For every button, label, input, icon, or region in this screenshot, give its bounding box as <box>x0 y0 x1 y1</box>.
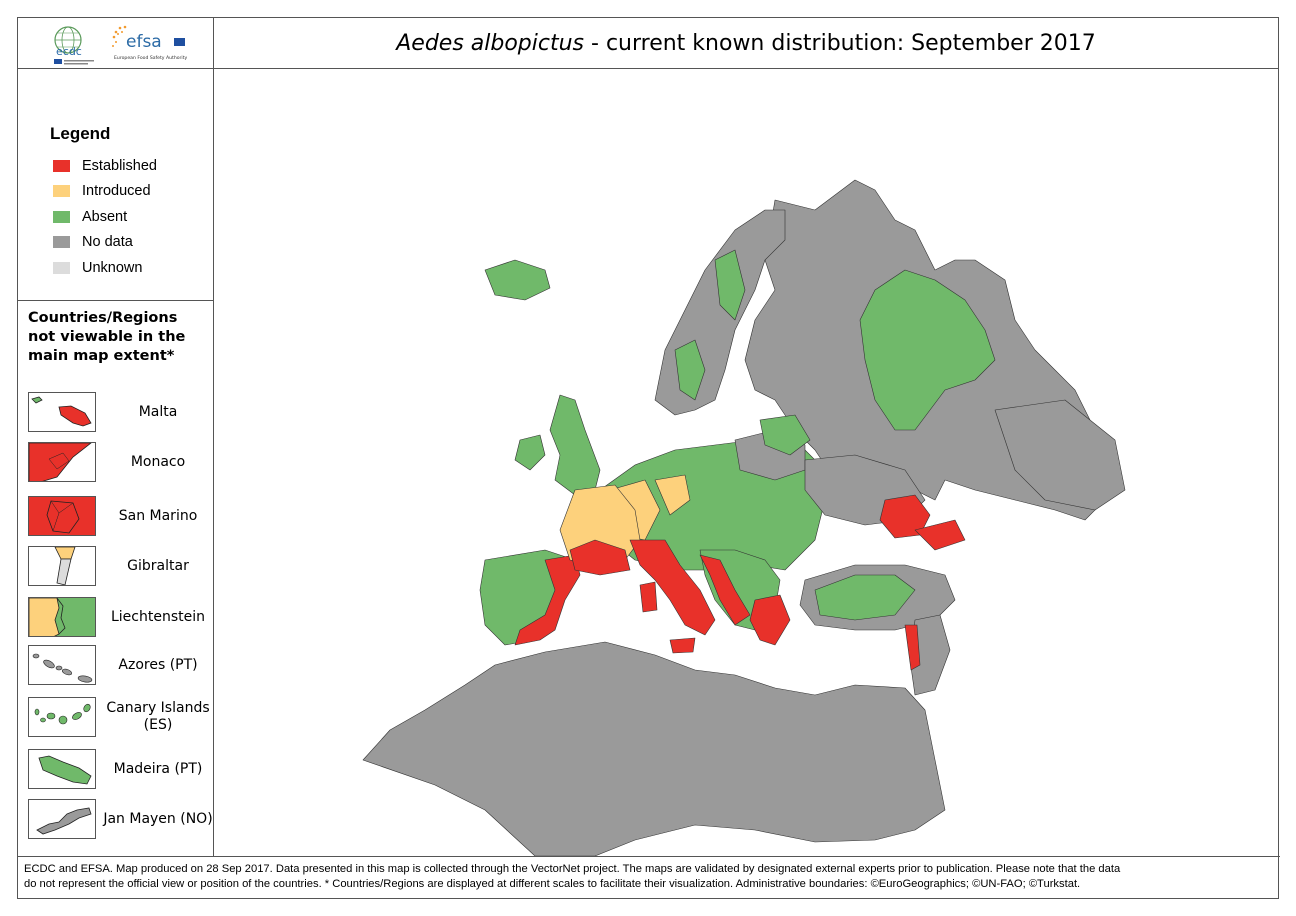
efsa-logo-text: efsa <box>126 32 162 52</box>
ireland <box>514 434 546 471</box>
region-thumb-canary-islands <box>28 697 96 737</box>
legend-label-introduced: Introduced <box>82 183 151 199</box>
efsa-logo: efsa European Food Safety Authority <box>112 25 188 61</box>
north-africa <box>362 641 946 856</box>
title-panel: Aedes albopictus - current known distrib… <box>214 18 1278 69</box>
san-marino-icon <box>46 500 80 534</box>
region-gibraltar: Gibraltar <box>28 546 212 588</box>
region-label-canary-islands: Canary Islands (ES) <box>106 700 210 733</box>
france-south-established <box>569 539 631 576</box>
distribution-map <box>215 70 1279 856</box>
caspian-region <box>994 399 1126 511</box>
legend-item-introduced: Introduced <box>53 183 151 199</box>
region-canary-islands: Canary Islands (ES) <box>28 697 212 739</box>
region-madeira: Madeira (PT) <box>28 749 212 791</box>
region-azores: Azores (PT) <box>28 645 212 687</box>
region-thumb-liechtenstein <box>28 597 96 637</box>
liechtenstein-icon <box>29 598 66 636</box>
map-frame: ecdc efsa European Food Safety Authority… <box>17 17 1280 899</box>
region-thumb-madeira <box>28 749 96 789</box>
region-label-monaco: Monaco <box>130 453 186 470</box>
region-jan-mayen: Jan Mayen (NO) <box>28 799 213 841</box>
malta-icon <box>31 396 92 427</box>
region-liechtenstein: Liechtenstein <box>28 597 212 639</box>
region-label-malta: Malta <box>138 403 178 420</box>
region-san-marino: San Marino <box>28 496 212 538</box>
monaco-icon <box>29 443 92 481</box>
russia-green-region <box>859 269 996 431</box>
legend-label-no-data: No data <box>82 234 133 250</box>
region-malta: Malta <box>28 392 212 434</box>
region-thumb-azores <box>28 645 96 685</box>
efsa-logo-subtitle: European Food Safety Authority <box>114 55 188 61</box>
legend-swatch-introduced <box>53 185 70 197</box>
region-thumb-san-marino <box>28 496 96 536</box>
footer-line-1: ECDC and EFSA. Map produced on 28 Sep 20… <box>24 863 1121 875</box>
region-thumb-jan-mayen <box>28 799 96 839</box>
great-britain <box>549 394 601 496</box>
legend-panel: Legend Established Introduced Absent No … <box>18 69 214 301</box>
legend-item-absent: Absent <box>53 209 127 225</box>
madeira-icon <box>38 755 92 785</box>
caucasus-established <box>914 519 966 551</box>
legend-item-no-data: No data <box>53 234 133 250</box>
region-label-liechtenstein: Liechtenstein <box>110 608 205 625</box>
gibraltar-icon <box>54 547 76 585</box>
map-title: Aedes albopictus - current known distrib… <box>396 31 1095 56</box>
europe-map <box>362 179 1126 856</box>
balkans-established-coast <box>699 554 751 626</box>
legend-title: Legend <box>50 124 111 143</box>
region-thumb-monaco <box>28 442 96 482</box>
region-label-azores: Azores (PT) <box>118 656 198 673</box>
sardinia <box>639 581 658 613</box>
legend-swatch-absent <box>53 211 70 223</box>
legend-label-unknown: Unknown <box>82 260 143 276</box>
canary-islands-icon <box>34 703 91 725</box>
footer-line-2: do not represent the official view or po… <box>24 878 1081 890</box>
sicily <box>669 637 696 654</box>
legend-swatch-no-data <box>53 236 70 248</box>
legend-label-established: Established <box>82 158 157 174</box>
turkey-green <box>814 574 916 621</box>
regions-title: Countries/Regions not viewable in the ma… <box>28 310 186 364</box>
belarus-green <box>759 414 811 456</box>
norway-north-green <box>714 249 746 321</box>
jan-mayen-icon <box>36 807 92 835</box>
sweden-green <box>674 339 706 401</box>
legend-item-unknown: Unknown <box>53 260 142 276</box>
iceland <box>484 259 551 301</box>
region-label-gibraltar: Gibraltar <box>127 557 189 574</box>
region-label-jan-mayen: Jan Mayen (NO) <box>103 810 213 827</box>
ecdc-logo-text: ecdc <box>56 45 82 58</box>
region-thumb-malta <box>28 392 96 432</box>
region-monaco: Monaco <box>28 442 212 484</box>
regions-panel: Countries/Regions not viewable in the ma… <box>18 301 214 856</box>
region-label-san-marino: San Marino <box>118 507 198 524</box>
map-title-rest: - current known distribution: September … <box>584 30 1096 56</box>
levant-established <box>904 624 921 671</box>
region-thumb-gibraltar <box>28 546 96 586</box>
map-title-species: Aedes albopictus <box>396 30 585 56</box>
legend-swatch-unknown <box>53 262 70 274</box>
legend-label-absent: Absent <box>82 209 128 225</box>
logo-panel: ecdc efsa European Food Safety Authority <box>18 18 214 69</box>
azores-icon <box>32 653 93 683</box>
germany-introduced <box>654 474 691 516</box>
legend-swatch-established <box>53 160 70 172</box>
italy <box>629 539 716 636</box>
greece <box>749 594 791 646</box>
region-label-madeira: Madeira (PT) <box>113 760 203 777</box>
footer-disclaimer: ECDC and EFSA. Map produced on 28 Sep 20… <box>18 856 1280 899</box>
legend-item-established: Established <box>53 158 157 174</box>
ecdc-logo: ecdc <box>54 26 94 65</box>
